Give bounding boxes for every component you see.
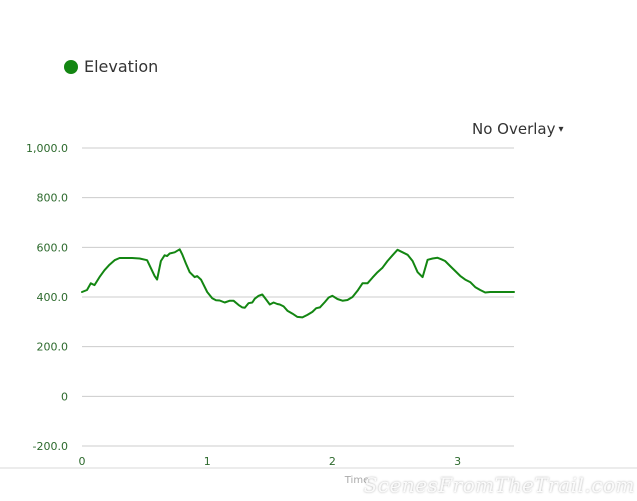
y-tick-label: -200.0: [33, 440, 68, 453]
x-tick-label: 0: [79, 455, 86, 468]
legend-label-elevation: Elevation: [84, 57, 159, 76]
y-tick-label: 200.0: [37, 341, 69, 354]
legend-marker-dot: [64, 59, 78, 74]
x-tick-label: 2: [329, 455, 336, 468]
y-tick-label: 800.0: [37, 192, 69, 205]
x-axis-title: Time: [344, 475, 369, 486]
y-tick-label: 1,000.0: [26, 142, 68, 155]
y-tick-label: 0: [61, 390, 68, 403]
overlay-dropdown-label: No Overlay: [472, 120, 556, 138]
chart-legend[interactable]: Elevation: [64, 57, 158, 76]
overlay-dropdown[interactable]: No Overlay ▾: [472, 120, 564, 138]
chevron-down-icon: ▾: [558, 123, 564, 135]
x-tick-label: 1: [204, 455, 211, 468]
y-tick-label: 600.0: [37, 241, 69, 254]
x-tick-label: 3: [454, 455, 461, 468]
y-tick-label: 400.0: [37, 291, 69, 304]
series-line-elevation: [81, 248, 515, 319]
watermark-logo: ScenesFromTheTrail.com: [363, 473, 635, 497]
